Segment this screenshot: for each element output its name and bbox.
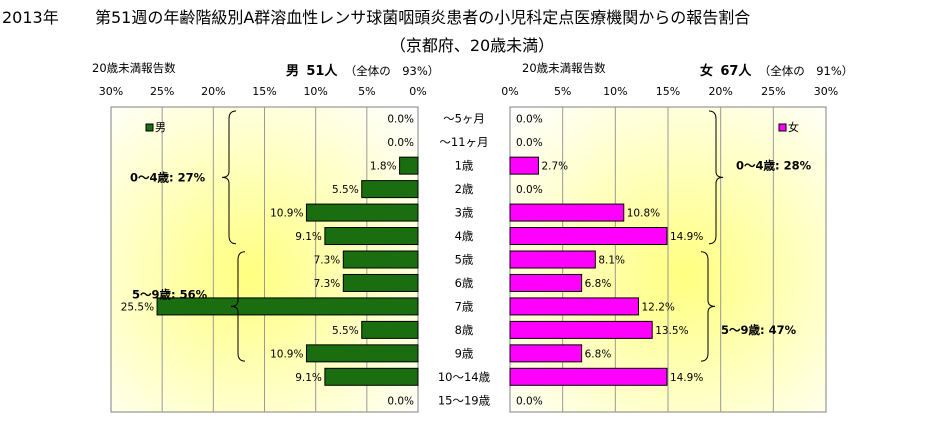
female-x-tick-label: 5%: [554, 85, 571, 98]
male-label: 男: [286, 64, 300, 79]
title-main: 第51週の年齢階級別A群溶血性レンサ球菌咽頭炎患者の小児科定点医療機関からの報告…: [95, 8, 751, 27]
male-annotation-0-4: 0～4歳: 27%: [130, 170, 206, 184]
male-bar: [399, 156, 419, 175]
female-label: 女: [700, 64, 714, 79]
female-x-tick-label: 15%: [656, 85, 680, 98]
male-x-tick-label: 20%: [201, 85, 225, 98]
age-category-label: 6歳: [455, 276, 474, 290]
female-bar: [509, 203, 625, 222]
age-category-label: 1歳: [455, 159, 474, 173]
title-year: 2013年: [2, 8, 59, 27]
female-legend-label: 女: [788, 120, 799, 134]
female-bar: [509, 227, 668, 246]
male-bar: [342, 273, 419, 292]
age-category-label: 10～14歳: [438, 370, 491, 384]
female-bar: [509, 273, 583, 292]
male-bar: [305, 344, 419, 363]
female-brace-5-9: [700, 251, 716, 362]
male-brace-5-9: [230, 251, 246, 362]
male-bar-value-label: 10.9%: [270, 208, 303, 220]
female-brace-0-4: [708, 110, 724, 245]
male-bar-value-label: 5.5%: [332, 184, 359, 196]
female-annotation-0-4: 0～4歳: 28%: [736, 159, 812, 173]
female-bar-value-label: 14.9%: [670, 372, 703, 384]
male-bar-value-label: 0.0%: [387, 114, 414, 126]
male-x-tick-label: 25%: [150, 85, 174, 98]
female-bar-value-label: 13.5%: [655, 325, 688, 337]
male-x-tick-label: 30%: [99, 85, 123, 98]
age-category-label: 3歳: [455, 206, 474, 220]
age-category-label: 4歳: [455, 229, 474, 243]
female-annotation-5-9: 5～9歳: 47%: [721, 323, 797, 337]
male-legend-label: 男: [155, 121, 166, 134]
male-annotation-5-9: 5～9歳: 56%: [132, 288, 208, 302]
female-bar-value-label: 0.0%: [516, 184, 543, 196]
age-category-label: 9歳: [455, 346, 474, 360]
male-brace-0-4: [221, 110, 237, 245]
female-bar-value-label: 14.9%: [670, 231, 703, 243]
female-count: 67人: [720, 64, 752, 79]
female-bar-value-label: 0.0%: [516, 137, 543, 149]
age-category-label: 7歳: [455, 299, 474, 313]
female-bar-value-label: 8.1%: [598, 255, 625, 267]
female-share: （全体の 91%）: [758, 64, 854, 78]
male-legend-swatch: [145, 123, 154, 132]
female-bar-value-label: 0.0%: [516, 395, 543, 407]
male-bar-value-label: 9.1%: [295, 372, 322, 384]
male-bar-value-label: 7.3%: [314, 255, 341, 267]
male-bar: [156, 297, 419, 316]
age-category-label: 8歳: [455, 323, 474, 337]
chart-subtitle: （京都府、20歳未満）: [389, 36, 555, 55]
male-bar: [361, 180, 419, 199]
male-bar: [324, 367, 419, 386]
female-axis-label: 20歳未満報告数: [522, 61, 606, 75]
female-header: 女 67人 （全体の 91%）: [700, 60, 853, 79]
age-category-label: 5歳: [455, 253, 474, 267]
male-x-tick-label: 15%: [252, 85, 276, 98]
female-x-tick-label: 0%: [501, 85, 518, 98]
male-x-tick-label: 0%: [409, 85, 426, 98]
male-bar: [324, 227, 419, 246]
female-bar: [509, 250, 596, 269]
female-bar: [509, 344, 583, 363]
male-axis-label: 20歳未満報告数: [92, 61, 176, 75]
male-bar: [361, 320, 419, 339]
male-bar-value-label: 0.0%: [387, 395, 414, 407]
female-x-tick-label: 10%: [603, 85, 627, 98]
female-x-tick-label: 30%: [814, 85, 838, 98]
age-category-label: ～5ヶ月: [443, 112, 485, 126]
male-share: （全体の 93%）: [344, 64, 440, 78]
male-header: 男 51人 （全体の 93%）: [286, 60, 439, 79]
female-bar-value-label: 2.7%: [541, 161, 568, 173]
female-bar: [509, 367, 668, 386]
female-legend-swatch: [778, 123, 787, 132]
male-bar-value-label: 7.3%: [314, 278, 341, 290]
male-bar-value-label: 0.0%: [387, 137, 414, 149]
male-x-tick-label: 10%: [303, 85, 327, 98]
male-bar-value-label: 5.5%: [332, 325, 359, 337]
female-bar-value-label: 10.8%: [627, 208, 660, 220]
male-bar: [305, 203, 419, 222]
female-bar-value-label: 6.8%: [585, 278, 612, 290]
female-bar-value-label: 12.2%: [642, 301, 675, 313]
female-bar: [509, 156, 539, 175]
male-x-tick-label: 5%: [358, 85, 375, 98]
age-category-label: ～11ヶ月: [439, 135, 488, 149]
male-count: 51人: [306, 64, 338, 79]
female-x-tick-label: 20%: [708, 85, 732, 98]
male-bar-value-label: 10.9%: [270, 348, 303, 360]
male-bar-value-label: 1.8%: [370, 161, 397, 173]
female-bar: [509, 297, 640, 316]
male-bar: [342, 250, 419, 269]
male-bar-value-label: 25.5%: [121, 301, 154, 313]
age-category-label: 2歳: [455, 182, 474, 196]
female-bar-value-label: 6.8%: [585, 348, 612, 360]
female-bar: [509, 320, 653, 339]
female-bar-value-label: 0.0%: [516, 114, 543, 126]
female-x-tick-label: 25%: [761, 85, 785, 98]
male-bar-value-label: 9.1%: [295, 231, 322, 243]
age-category-label: 15～19歳: [438, 393, 491, 407]
